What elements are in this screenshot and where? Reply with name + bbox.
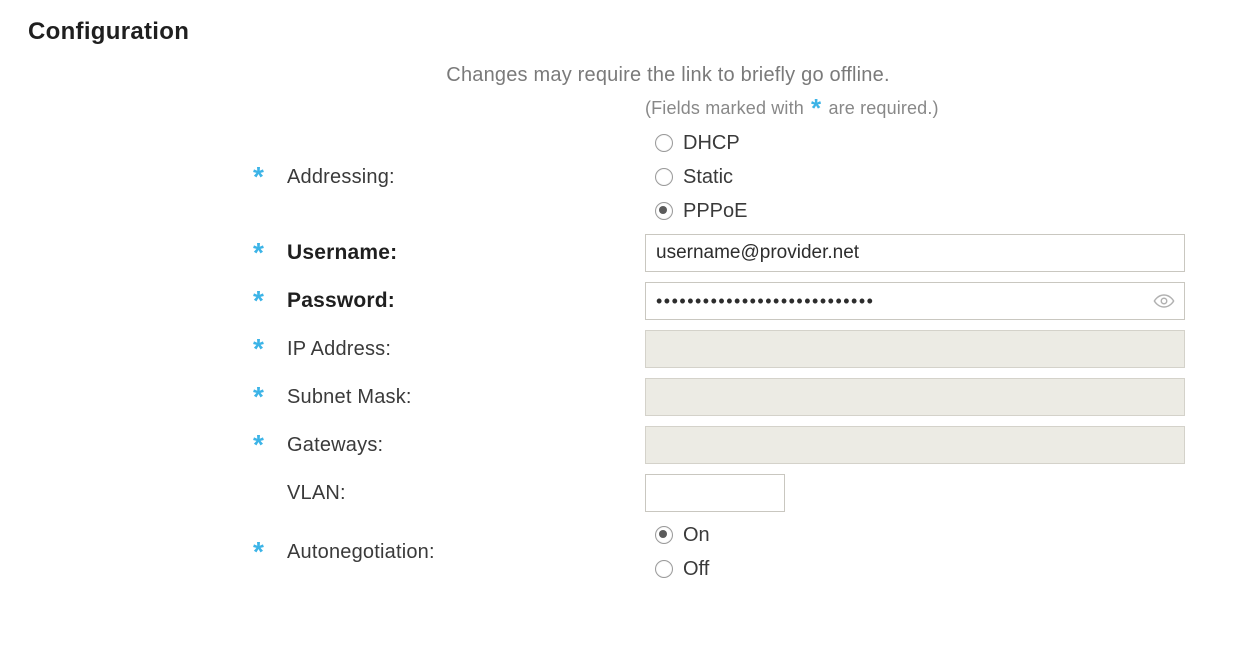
username-label: Username: bbox=[287, 241, 397, 265]
offline-notice: Changes may require the link to briefly … bbox=[258, 64, 1078, 87]
required-mark: * bbox=[253, 239, 287, 267]
addressing-dhcp-label: DHCP bbox=[683, 132, 740, 155]
addressing-options: DHCP Static PPPoE bbox=[645, 128, 1195, 226]
autonegotiation-radio-on[interactable] bbox=[655, 526, 673, 544]
autonegotiation-label: Autonegotiation: bbox=[287, 541, 435, 564]
addressing-option-dhcp[interactable]: DHCP bbox=[655, 128, 1195, 158]
subnet-mask-input bbox=[645, 378, 1185, 416]
autonegotiation-option-off[interactable]: Off bbox=[655, 554, 1195, 584]
password-label: Password: bbox=[287, 289, 395, 313]
vlan-input[interactable] bbox=[645, 474, 785, 512]
vlan-label: VLAN: bbox=[287, 482, 346, 505]
addressing-option-pppoe[interactable]: PPPoE bbox=[655, 196, 1195, 226]
autonegotiation-option-on[interactable]: On bbox=[655, 520, 1195, 550]
password-input[interactable] bbox=[645, 282, 1185, 320]
row-username: * Username: bbox=[28, 232, 1230, 274]
required-mark: * bbox=[253, 335, 287, 363]
required-mark: * bbox=[253, 287, 287, 315]
gateways-label: Gateways: bbox=[287, 434, 383, 457]
ip-address-input bbox=[645, 330, 1185, 368]
addressing-static-label: Static bbox=[683, 166, 733, 189]
gateways-input bbox=[645, 426, 1185, 464]
hint-suffix: are required.) bbox=[828, 98, 938, 118]
row-ip-address: * IP Address: bbox=[28, 328, 1230, 370]
ip-address-label: IP Address: bbox=[287, 338, 391, 361]
row-addressing: * Addressing: DHCP Static PPPoE bbox=[28, 128, 1230, 226]
addressing-pppoe-label: PPPoE bbox=[683, 200, 747, 223]
hint-prefix: (Fields marked with bbox=[645, 98, 809, 118]
subnet-mask-label: Subnet Mask: bbox=[287, 386, 412, 409]
username-input[interactable] bbox=[645, 234, 1185, 272]
addressing-radio-dhcp[interactable] bbox=[655, 134, 673, 152]
row-vlan: * VLAN: bbox=[28, 472, 1230, 514]
row-gateways: * Gateways: bbox=[28, 424, 1230, 466]
addressing-option-static[interactable]: Static bbox=[655, 162, 1195, 192]
required-mark: * bbox=[253, 163, 287, 191]
required-mark: * bbox=[253, 538, 287, 566]
addressing-label: Addressing: bbox=[287, 166, 395, 189]
row-subnet-mask: * Subnet Mask: bbox=[28, 376, 1230, 418]
addressing-radio-static[interactable] bbox=[655, 168, 673, 186]
page-title: Configuration bbox=[28, 18, 1230, 46]
autonegotiation-on-label: On bbox=[683, 524, 710, 547]
row-password: * Password: bbox=[28, 280, 1230, 322]
autonegotiation-off-label: Off bbox=[683, 558, 709, 581]
addressing-radio-pppoe[interactable] bbox=[655, 202, 673, 220]
autonegotiation-options: On Off bbox=[645, 520, 1195, 584]
config-form: * Addressing: DHCP Static PPPoE bbox=[28, 128, 1230, 584]
required-mark: * bbox=[253, 383, 287, 411]
row-autonegotiation: * Autonegotiation: On Off bbox=[28, 520, 1230, 584]
required-hint: (Fields marked with * are required.) bbox=[645, 93, 1185, 124]
required-mark: * bbox=[253, 431, 287, 459]
eye-icon[interactable] bbox=[1153, 290, 1175, 312]
asterisk-icon: * bbox=[809, 93, 823, 123]
autonegotiation-radio-off[interactable] bbox=[655, 560, 673, 578]
